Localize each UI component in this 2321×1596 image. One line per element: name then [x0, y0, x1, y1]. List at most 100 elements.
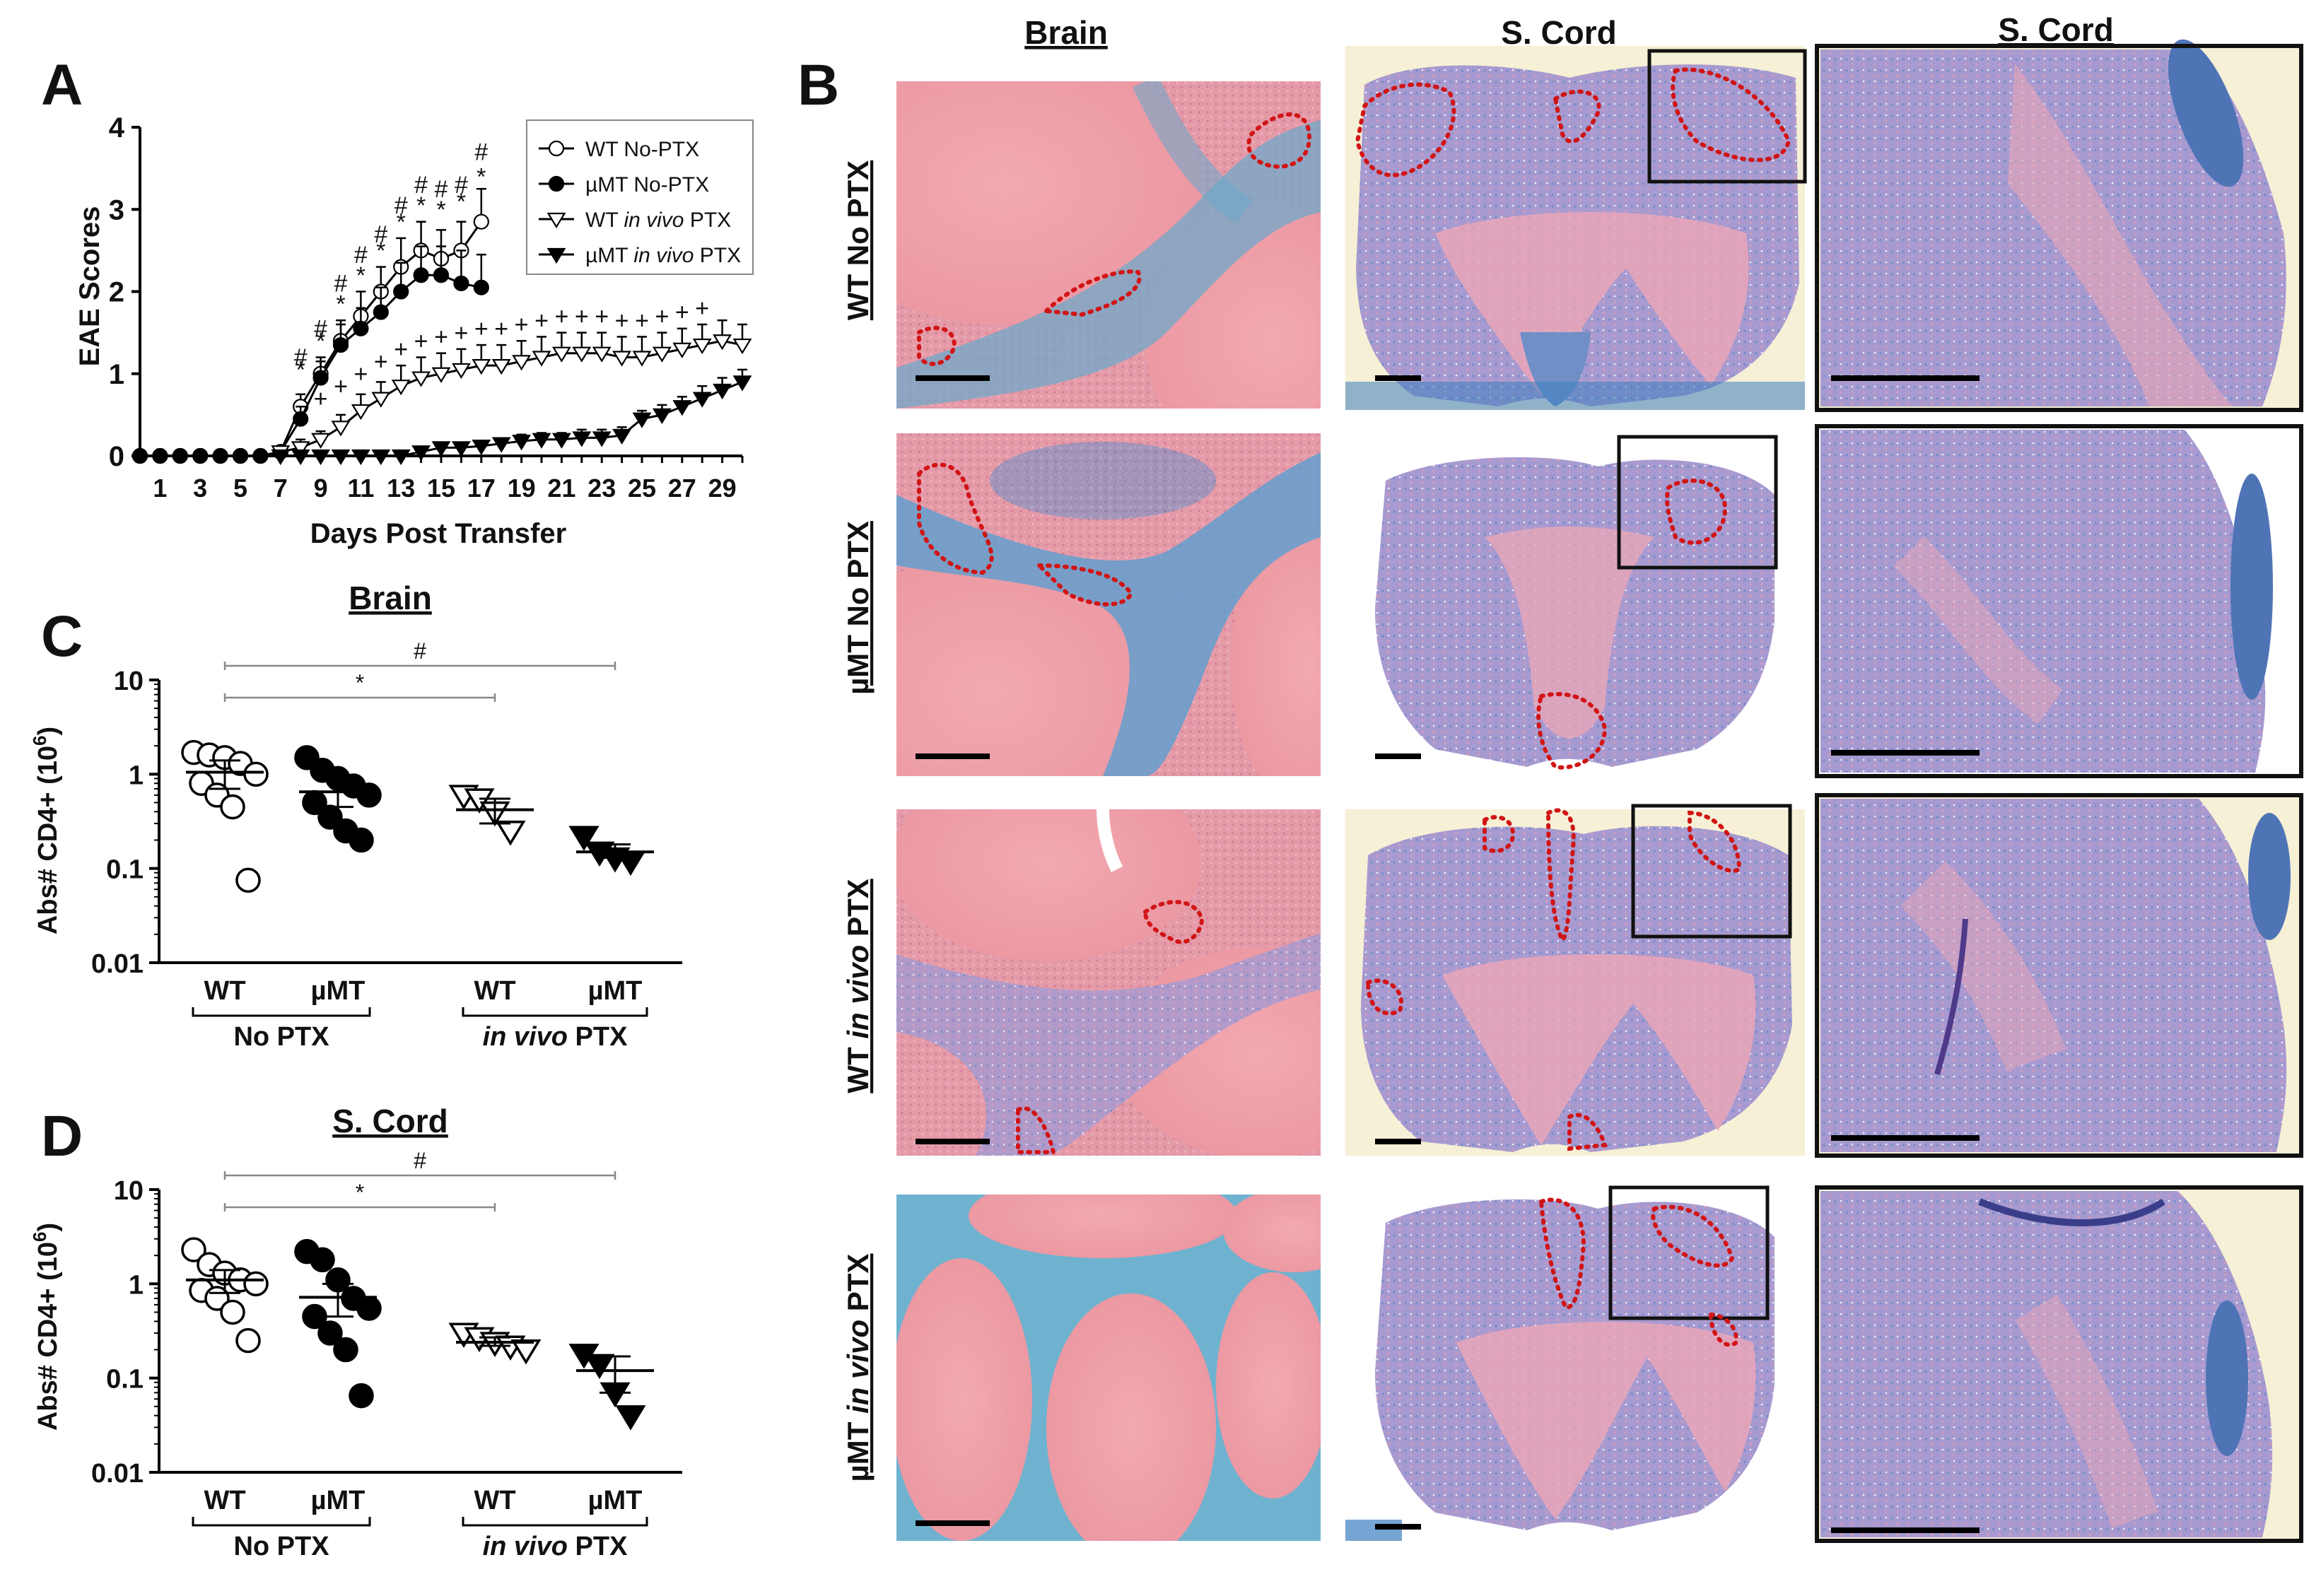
scord-image-1 [1345, 46, 1805, 410]
chart-d-points [181, 1237, 654, 1431]
x-tick-label: 29 [708, 474, 737, 503]
data-point [473, 213, 489, 230]
data-point [512, 355, 532, 371]
y-tick-label: 3 [109, 194, 124, 225]
group-label: No PTX [233, 1532, 329, 1561]
category-label: µMT [588, 976, 643, 1006]
data-point [411, 445, 431, 462]
data-point [391, 380, 411, 396]
y-tick-label: 1 [129, 761, 144, 790]
x-tick-label: 17 [467, 474, 496, 503]
brain-image-2 [896, 433, 1321, 776]
annotation: * [316, 328, 325, 355]
annotation: * [436, 196, 445, 223]
data-point [453, 275, 469, 291]
data-point [592, 346, 612, 363]
group-1 [294, 745, 382, 853]
data-point [568, 826, 600, 852]
y-tick-label: 4 [109, 112, 125, 143]
chart-c: Brain 10 1 0.1 0.01 WT µMT WT µMT No PTX in vivo … [29, 580, 682, 1052]
annotation: * [336, 291, 345, 318]
chart-c-axes: 10 1 0.1 0.01 WT µMT WT µMT No PTX in vivo PTX [91, 667, 682, 1052]
data-point [411, 371, 431, 387]
data-point [692, 392, 712, 408]
annotation: * [457, 188, 466, 215]
data-point [172, 447, 188, 464]
data-point [332, 336, 349, 353]
y-tick-label: 10 [114, 1176, 144, 1206]
data-point [291, 441, 310, 457]
group-2 [448, 785, 534, 846]
scord-image-3 [1345, 809, 1805, 1156]
annotation: + [414, 328, 428, 355]
data-point [181, 1237, 206, 1262]
group-bracket [462, 1517, 648, 1527]
group-3 [568, 826, 654, 876]
annotation: * [416, 192, 426, 219]
category-label: WT [474, 1486, 515, 1515]
annotation: * [296, 357, 305, 384]
data-point [131, 447, 148, 464]
legend-marker [548, 140, 565, 157]
legend-label: WT in vivo PTX [585, 209, 731, 232]
zoom-image-2 [1815, 424, 2303, 778]
significance-symbol: # [414, 638, 426, 664]
data-point [532, 433, 551, 449]
group-3 [568, 1344, 654, 1431]
data-point [356, 782, 382, 808]
data-point [351, 449, 370, 466]
data-point [512, 434, 532, 451]
chart-d-title: S. Cord [332, 1103, 448, 1139]
x-tick-label: 5 [233, 474, 247, 503]
data-point [652, 346, 672, 363]
annotation: * [397, 209, 406, 235]
annotation: # [374, 221, 387, 248]
annotation: # [294, 344, 308, 371]
zoom-image-4 [1815, 1185, 2303, 1543]
data-point [393, 283, 409, 300]
category-label: µMT [588, 1486, 643, 1515]
annotation: + [353, 360, 368, 387]
data-point [672, 400, 692, 416]
data-point [413, 267, 429, 283]
group-bracket [192, 1007, 371, 1017]
data-point [291, 449, 310, 466]
x-tick-label: 1 [153, 474, 167, 503]
histology-grid: Brain S. Cord S. Cord WT No PTX µMT No P… [841, 11, 2303, 1543]
group-2 [448, 1322, 542, 1365]
group-label: in vivo PTX [483, 1022, 628, 1052]
inset-box-4 [1608, 1185, 1770, 1320]
category-label: WT [474, 976, 515, 1006]
data-point [732, 338, 752, 355]
panel-label-b: B [797, 53, 839, 117]
y-tick-label: 1 [109, 359, 124, 390]
data-point [551, 346, 571, 363]
data-point [732, 375, 752, 392]
annotation: + [635, 307, 649, 334]
data-point [632, 412, 652, 428]
chart-a-ylabel: EAE Scores [74, 206, 105, 367]
y-tick-label: 0 [109, 441, 124, 472]
x-tick-label: 27 [668, 474, 696, 503]
data-point [331, 449, 351, 466]
significance-symbol: * [356, 670, 364, 696]
legend-marker [548, 175, 565, 192]
annotation: + [515, 312, 529, 339]
zoom-image-3 [1815, 793, 2303, 1158]
chart-d-axes: 10 1 0.1 0.01 WT µMT WT µMT No PTX in vivo PTX [91, 1176, 682, 1561]
annotation: * [376, 237, 385, 264]
data-point [391, 449, 411, 466]
annotation: + [374, 348, 388, 375]
legend-marker [546, 247, 566, 264]
data-point [510, 1339, 542, 1365]
data-point [235, 1327, 261, 1354]
annotation: + [334, 373, 348, 400]
data-point [356, 1296, 382, 1321]
x-tick-label: 7 [274, 474, 288, 503]
row-label-2: µMT No PTX [841, 521, 875, 695]
x-tick-label: 21 [547, 474, 575, 503]
data-point [652, 408, 672, 424]
y-tick-label: 0.1 [106, 855, 144, 885]
data-point [220, 794, 245, 820]
data-point [333, 1337, 358, 1363]
